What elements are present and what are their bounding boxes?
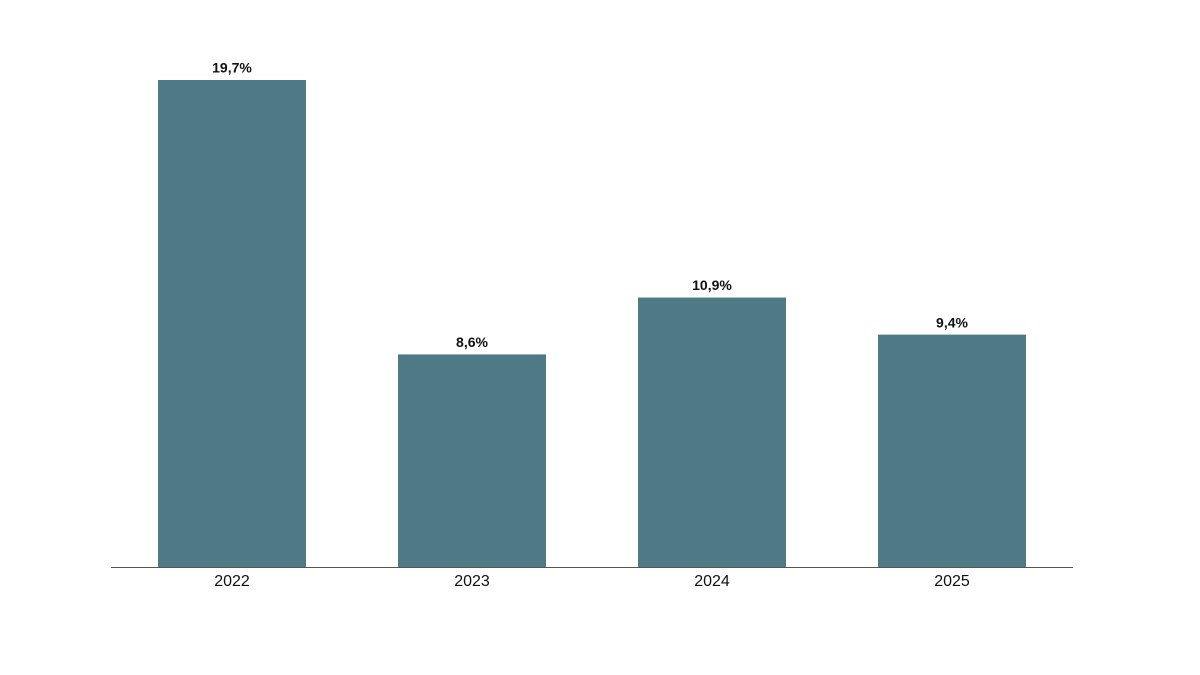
x-tick-label: 2023 [454, 573, 490, 590]
bar [878, 334, 1026, 567]
value-label: 10,9% [692, 277, 732, 293]
x-tick-label: 2022 [214, 573, 250, 590]
value-label: 9,4% [936, 314, 968, 330]
value-label: 19,7% [212, 60, 252, 76]
bar [158, 80, 306, 567]
bar [398, 354, 546, 567]
x-tick-label: 2025 [934, 573, 970, 590]
bar [638, 297, 786, 567]
x-tick-label: 2024 [694, 573, 730, 590]
value-label: 8,6% [456, 334, 488, 350]
